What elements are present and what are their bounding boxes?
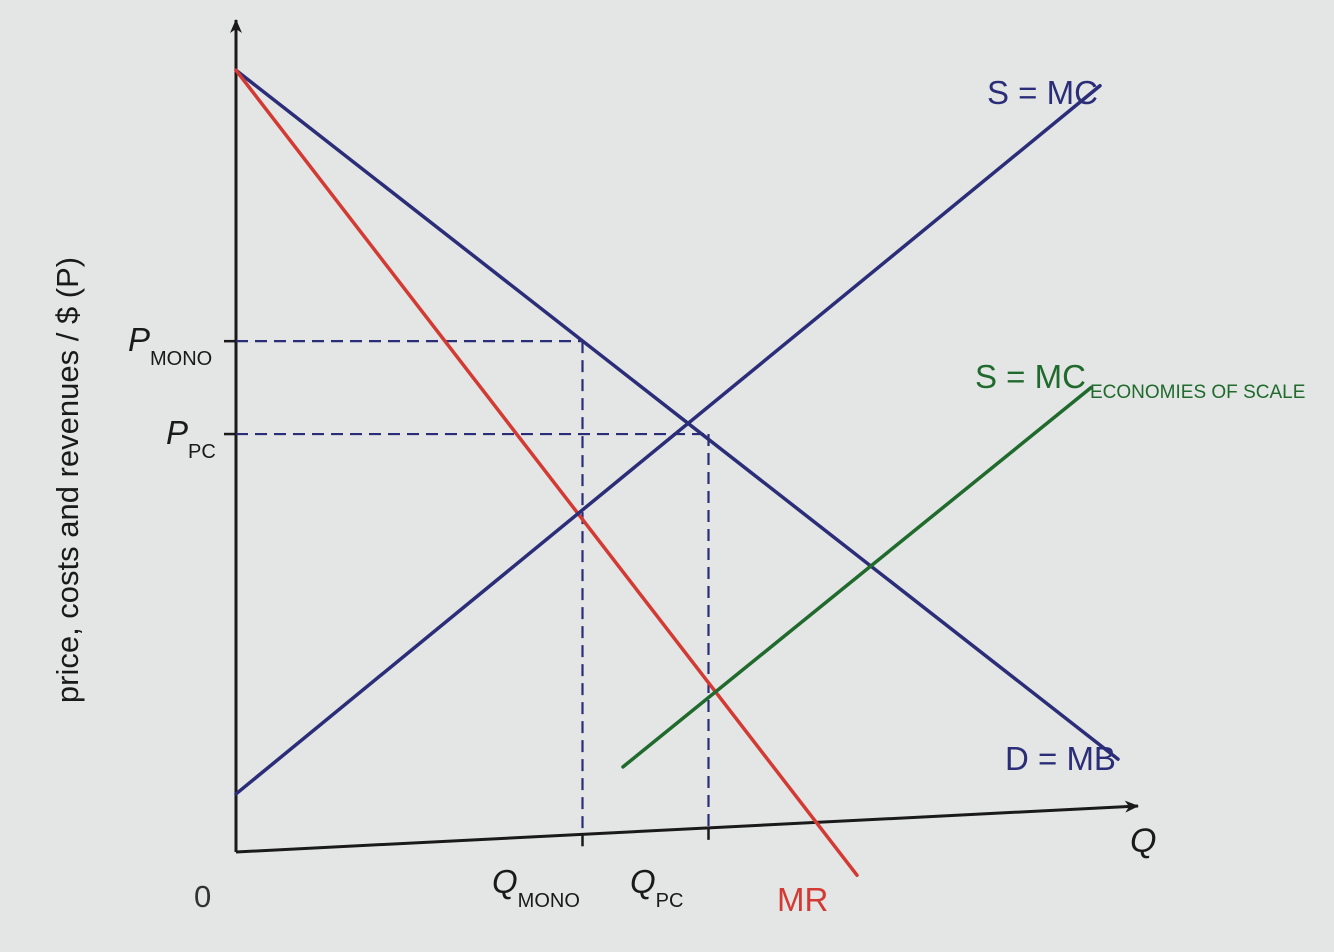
series-label-s-mc-eos-sub: ECONOMIES OF SCALE [1090,382,1305,403]
quantity-tick-label-mono-sub: MONO [518,890,580,912]
quantity-tick-label-pc-sub: PC [656,890,684,912]
price-tick-label-pc: PPC [166,414,216,463]
price-tick-label-mono-sub: MONO [150,348,212,370]
series-label-s-mc: S = MC [987,74,1098,111]
quantity-tick-label-pc: QPC [630,863,683,912]
quantity-tick-label-mono: QMONO [492,863,580,912]
price-tick-label-mono-main: P [128,321,150,358]
series-label-s-mc-eos-main: S = MC [975,358,1086,395]
series-line-d-mb [234,68,1120,761]
price-tick-label-pc-sub: PC [188,441,216,463]
series-label-mr: MR [777,881,828,918]
origin-label: 0 [194,879,211,914]
x-axis-label: Q [1130,822,1156,860]
series-line-s-mc [234,83,1102,796]
quantity-tick-label-mono-main: Q [492,863,518,900]
series-line-s-mceconomies-of-scale [621,385,1093,769]
price-tick-label-mono: PMONO [128,321,212,370]
x-axis [235,800,1139,854]
price-tick-label-pc-main: P [166,414,188,451]
series-line-mr [234,68,859,877]
guide-lines [236,340,710,835]
quantity-tick-label-pc-main: Q [630,863,656,900]
series-label-s-mc-eos: S = MC ECONOMIES OF SCALE [975,358,1305,403]
y-axis-label: price, costs and revenues / $ (P) [50,257,85,703]
series-label-d-mb: D = MB [1005,740,1116,777]
series-lines [234,68,1120,877]
